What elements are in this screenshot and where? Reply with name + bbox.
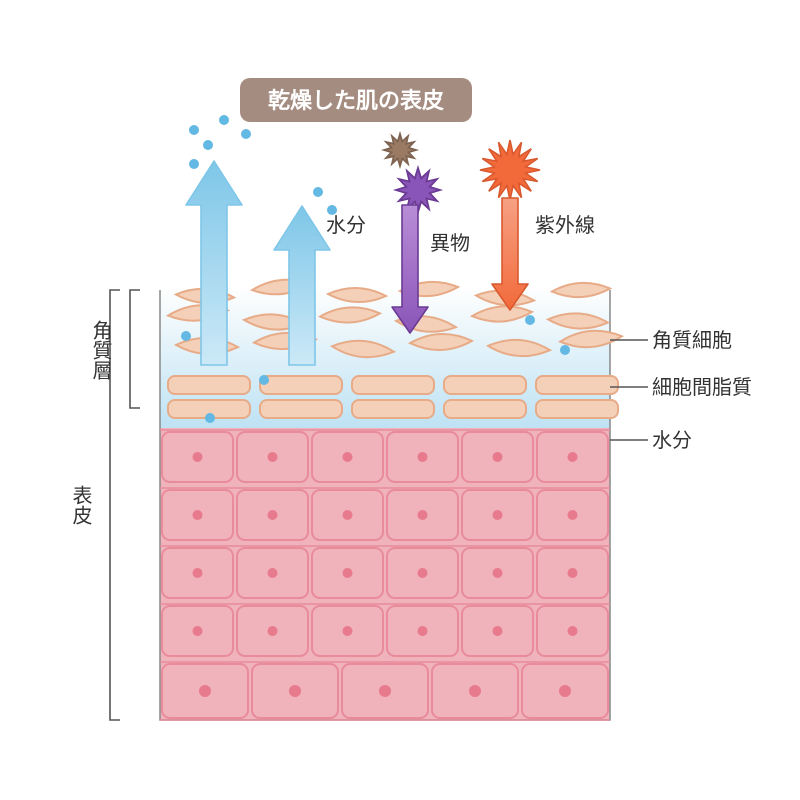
cell-nucleus bbox=[193, 510, 203, 520]
water-dot bbox=[259, 375, 269, 385]
water-dot bbox=[525, 315, 535, 325]
cell-nucleus bbox=[343, 568, 353, 578]
intrusion-arrow bbox=[392, 205, 428, 333]
cell-nucleus bbox=[193, 626, 203, 636]
water-dot bbox=[181, 331, 191, 341]
label-epidermis: 表皮 bbox=[69, 485, 92, 525]
cell-nucleus bbox=[568, 568, 578, 578]
cell-nucleus bbox=[493, 510, 503, 520]
cell-nucleus bbox=[268, 568, 278, 578]
corneocyte-bar bbox=[260, 400, 342, 418]
cell-nucleus bbox=[469, 685, 481, 697]
skin-diagram: 乾燥した肌の表皮水分異物紫外線角質細胞細胞間脂質水分角質層表皮 bbox=[0, 0, 800, 800]
epidermis-bracket bbox=[110, 290, 120, 720]
label-moisture2: 水分 bbox=[652, 429, 692, 452]
cell-nucleus bbox=[418, 626, 428, 636]
water-dot bbox=[560, 345, 570, 355]
cell-nucleus bbox=[568, 452, 578, 462]
cell-nucleus bbox=[268, 510, 278, 520]
water-dot bbox=[205, 413, 215, 423]
water-dot bbox=[189, 159, 199, 169]
intrusion-arrow bbox=[492, 198, 528, 310]
cell-nucleus bbox=[193, 568, 203, 578]
cell-nucleus bbox=[493, 626, 503, 636]
corneocyte-bar bbox=[352, 400, 434, 418]
label-corneocyte: 角質細胞 bbox=[652, 329, 732, 352]
water-dot bbox=[241, 129, 251, 139]
cell-nucleus bbox=[559, 685, 571, 697]
cell-nucleus bbox=[418, 452, 428, 462]
cell-nucleus bbox=[289, 685, 301, 697]
label-foreign: 異物 bbox=[430, 232, 470, 255]
foreign-particle bbox=[384, 134, 416, 166]
water-dot bbox=[219, 115, 229, 125]
corneocyte-bar bbox=[536, 400, 618, 418]
title-text: 乾燥した肌の表皮 bbox=[268, 88, 444, 113]
cell-nucleus bbox=[343, 626, 353, 636]
cell-nucleus bbox=[379, 685, 391, 697]
cell-nucleus bbox=[493, 452, 503, 462]
label-stratum: 角質層 bbox=[89, 320, 112, 380]
water-dot bbox=[189, 125, 199, 135]
stratum-bracket bbox=[130, 290, 140, 408]
cell-nucleus bbox=[568, 626, 578, 636]
cell-nucleus bbox=[418, 568, 428, 578]
label-lipid: 細胞間脂質 bbox=[652, 376, 752, 399]
cell-nucleus bbox=[493, 568, 503, 578]
cell-nucleus bbox=[268, 452, 278, 462]
corneocyte-bar bbox=[444, 400, 526, 418]
label-moisture: 水分 bbox=[326, 214, 366, 237]
corneocyte-bar bbox=[352, 376, 434, 394]
corneocyte-bar bbox=[168, 376, 250, 394]
cell-nucleus bbox=[418, 510, 428, 520]
diagram-svg: 乾燥した肌の表皮水分異物紫外線角質細胞細胞間脂質水分角質層表皮 bbox=[0, 0, 800, 800]
label-uv: 紫外線 bbox=[535, 214, 595, 237]
water-dot bbox=[203, 140, 213, 150]
cell-nucleus bbox=[343, 452, 353, 462]
cell-nucleus bbox=[199, 685, 211, 697]
cell-nucleus bbox=[193, 452, 203, 462]
cell-nucleus bbox=[268, 626, 278, 636]
water-dot bbox=[313, 187, 323, 197]
corneocyte-bar bbox=[444, 376, 526, 394]
cell-nucleus bbox=[343, 510, 353, 520]
uv-sun-icon bbox=[480, 140, 540, 200]
corneocyte-bar bbox=[260, 376, 342, 394]
cell-nucleus bbox=[568, 510, 578, 520]
corneocyte-bar bbox=[536, 376, 618, 394]
water-dot bbox=[327, 205, 337, 215]
